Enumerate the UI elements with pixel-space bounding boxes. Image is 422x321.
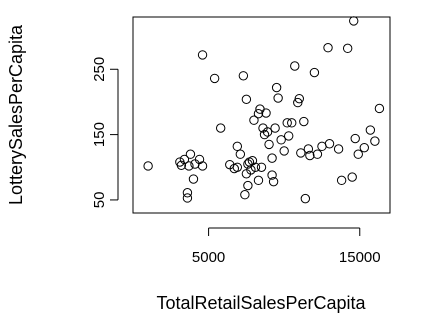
data-point [185, 149, 196, 159]
y-tick-label: 50 [91, 192, 108, 209]
data-point [262, 127, 273, 137]
data-point [253, 175, 264, 186]
data-point [235, 149, 246, 159]
data-points [143, 16, 385, 204]
y-axis: 50 150 250 [91, 57, 119, 209]
data-point [270, 123, 280, 133]
data-point [267, 170, 277, 180]
data-point [290, 61, 300, 71]
data-point [333, 144, 344, 154]
data-point [282, 118, 292, 128]
data-point [179, 154, 190, 165]
data-point [312, 149, 323, 159]
data-point [240, 190, 250, 200]
data-point [305, 150, 315, 161]
data-point [323, 43, 333, 53]
y-axis-label: LotterySalesPerCapita [6, 24, 26, 205]
data-point [243, 180, 253, 191]
data-point [215, 123, 226, 133]
data-point [256, 162, 267, 172]
data-point [359, 142, 369, 153]
x-tick-label: 5000 [192, 249, 225, 266]
data-point [176, 160, 187, 171]
data-point [276, 135, 286, 145]
data-point [241, 169, 252, 179]
plot-frame [132, 16, 391, 214]
data-point [232, 141, 243, 152]
data-point [273, 93, 283, 103]
data-point [370, 136, 380, 146]
data-point [279, 146, 289, 156]
data-point [296, 148, 306, 158]
data-point [374, 103, 385, 114]
data-point [182, 188, 193, 198]
data-point [247, 156, 258, 166]
data-point [259, 129, 270, 140]
data-point [184, 161, 194, 171]
data-point [241, 94, 252, 105]
data-point [188, 174, 199, 184]
data-point [300, 193, 311, 204]
data-point [250, 162, 261, 172]
data-point [324, 139, 335, 149]
data-point [182, 193, 193, 203]
data-point [349, 16, 359, 26]
data-point [249, 115, 259, 125]
data-point [287, 118, 297, 128]
data-point [284, 131, 294, 141]
data-point [238, 71, 249, 81]
data-point [350, 133, 360, 144]
x-tick-label: 15000 [339, 249, 381, 266]
data-point [253, 108, 264, 119]
data-point [299, 116, 309, 127]
data-point [197, 161, 208, 171]
data-point [264, 139, 274, 150]
data-point [365, 125, 376, 135]
data-point [209, 73, 220, 84]
data-point [197, 50, 208, 60]
data-point [232, 162, 243, 172]
data-point [342, 43, 353, 54]
data-point [347, 172, 357, 182]
data-point [353, 149, 363, 159]
data-point [293, 97, 303, 108]
data-point [268, 176, 279, 187]
x-axis-label: TotalRetailSalesPerCapita [156, 293, 366, 313]
data-point [336, 175, 347, 186]
y-tick-label: 250 [91, 57, 108, 82]
data-point [309, 67, 320, 78]
x-axis: 5000 15000 [192, 227, 381, 266]
data-point [261, 108, 271, 118]
data-point [294, 93, 304, 104]
y-tick-label: 150 [91, 122, 108, 147]
data-point [143, 161, 153, 171]
data-point [271, 82, 282, 93]
data-point [303, 144, 314, 154]
data-point [267, 153, 277, 163]
